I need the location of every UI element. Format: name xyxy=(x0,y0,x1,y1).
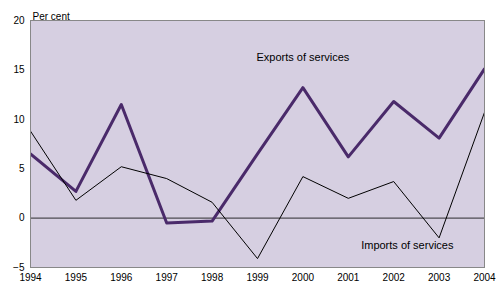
svg-text:1995: 1995 xyxy=(65,272,88,283)
svg-text:5: 5 xyxy=(19,163,25,174)
svg-text:Per cent: Per cent xyxy=(33,11,70,22)
svg-text:1998: 1998 xyxy=(201,272,224,283)
svg-text:Exports of services: Exports of services xyxy=(256,51,349,63)
svg-text:1994: 1994 xyxy=(19,272,42,283)
svg-text:Imports of services: Imports of services xyxy=(361,239,454,251)
svg-text:0: 0 xyxy=(19,212,25,223)
svg-text:20: 20 xyxy=(13,15,25,26)
svg-text:1997: 1997 xyxy=(156,272,179,283)
svg-text:2004: 2004 xyxy=(473,272,496,283)
svg-text:2001: 2001 xyxy=(337,272,360,283)
svg-text:1999: 1999 xyxy=(246,272,269,283)
svg-text:2002: 2002 xyxy=(383,272,406,283)
svg-text:2003: 2003 xyxy=(428,272,451,283)
svg-text:1996: 1996 xyxy=(110,272,133,283)
svg-text:−5: −5 xyxy=(13,261,25,273)
svg-text:15: 15 xyxy=(13,64,25,75)
svg-text:2000: 2000 xyxy=(292,272,315,283)
svg-text:10: 10 xyxy=(13,114,25,125)
